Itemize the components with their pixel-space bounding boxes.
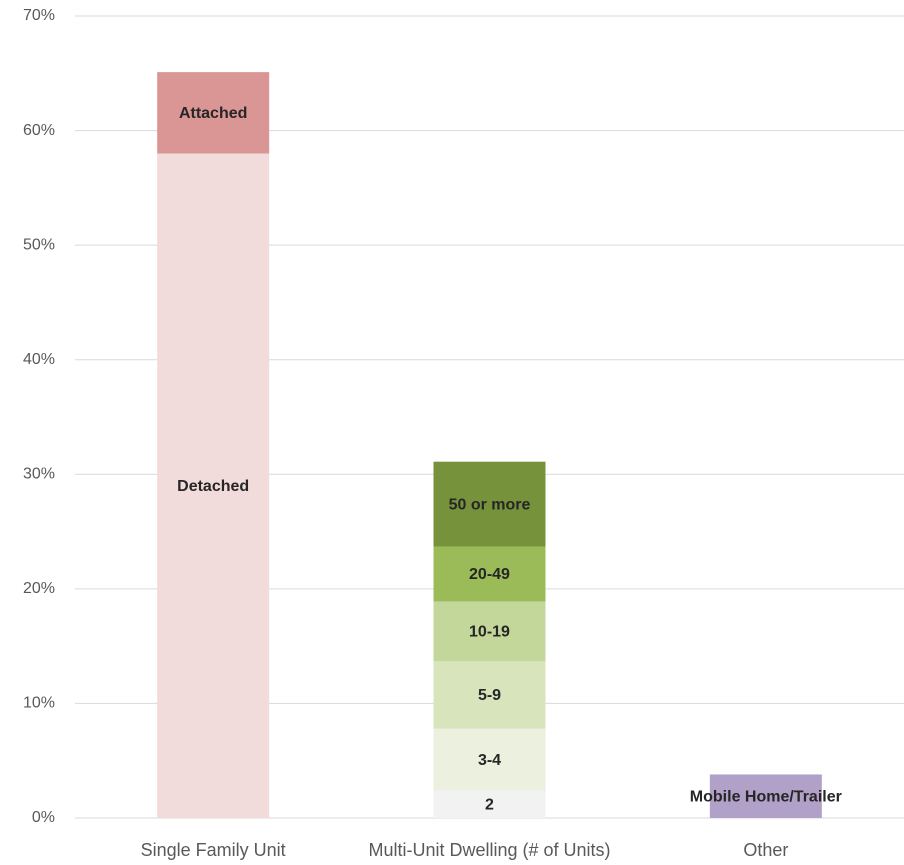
x-tick-label: Other — [743, 840, 788, 860]
y-tick-label: 10% — [23, 695, 55, 712]
segment-label: 5-9 — [478, 687, 501, 704]
y-tick-label: 70% — [23, 7, 55, 24]
y-tick-label: 0% — [32, 809, 55, 826]
bar-segment — [157, 72, 270, 154]
segment-label: Detached — [177, 478, 249, 495]
segment-label: Mobile Home/Trailer — [690, 788, 842, 805]
x-tick-label: Multi-Unit Dwelling (# of Units) — [368, 840, 610, 860]
segment-label: Attached — [179, 105, 247, 122]
segment-label: 20-49 — [469, 566, 510, 583]
bar-segment — [433, 601, 546, 662]
bar-segment — [709, 774, 822, 818]
bar-segment — [433, 461, 546, 547]
y-tick-label: 40% — [23, 351, 55, 368]
y-tick-label: 30% — [23, 466, 55, 483]
y-tick-label: 60% — [23, 122, 55, 139]
bar-segment — [433, 790, 546, 818]
bar-segment — [433, 546, 546, 602]
bar-segment — [433, 728, 546, 791]
x-tick-label: Single Family Unit — [141, 840, 286, 860]
segment-label: 2 — [485, 796, 494, 813]
segment-label: 50 or more — [449, 496, 531, 513]
segment-label: 3-4 — [478, 752, 501, 769]
y-tick-label: 50% — [23, 236, 55, 253]
y-tick-label: 20% — [23, 580, 55, 597]
segment-label: 10-19 — [469, 623, 510, 640]
bar-segment — [157, 153, 270, 818]
bar-segment — [433, 661, 546, 729]
